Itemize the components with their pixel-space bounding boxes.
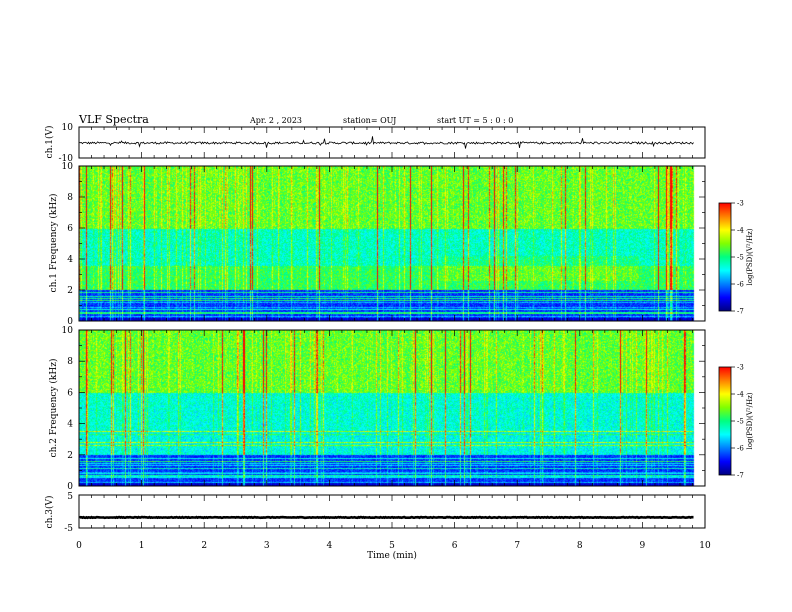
- time-tick-label: 10: [699, 541, 711, 551]
- ch1-spectrogram-ylabel: ch.1 Frequency (kHz): [48, 194, 59, 293]
- ch2-colorbar-ticks: -3 -4 -5 -6 -7: [731, 364, 744, 480]
- ch1-waveform-ylabel: ch.1(V): [44, 126, 55, 159]
- ch2-colorbar: -3 -4 -5 -6 -7 log(PSD)(V²/Hz): [718, 364, 754, 480]
- colorbar-tick-label: -6: [737, 445, 744, 453]
- colorbar-tick-label: -6: [737, 281, 744, 289]
- ch3-waveform-ylabel: ch.3(V): [44, 496, 55, 529]
- ch1-colorbar: -3 -4 -5 -6 -7 log(PSD)(V²/Hz): [718, 200, 754, 316]
- time-tick-label: 5: [389, 541, 395, 551]
- time-axis-tick-labels: 0 1 2 3 4 5 6 7 8 9 10: [76, 541, 711, 551]
- frequency-tick-label: 6: [67, 224, 73, 234]
- ch1-colorbar-gradient-holder: [719, 203, 731, 311]
- ch3-ytick-top: 5: [67, 492, 73, 502]
- station-label: station= OUJ: [343, 116, 396, 125]
- ch2-colorbar-gradient-holder: [719, 367, 731, 475]
- frequency-tick-label: 2: [67, 451, 73, 461]
- time-tick-label: 4: [327, 541, 333, 551]
- frequency-tick-label: 10: [62, 326, 74, 336]
- colorbar-tick-label: -3: [737, 364, 744, 372]
- frequency-tick-label: 0: [67, 482, 73, 492]
- frequency-tick-label: 4: [67, 255, 73, 265]
- ch2-colorbar-gradient: [719, 367, 731, 475]
- ch1-spectrogram-ytick-labels: 0 2 4 6 8 10: [62, 162, 74, 327]
- time-tick-label: 2: [201, 541, 207, 551]
- colorbar-tick-label: -7: [737, 472, 744, 480]
- time-axis-label: Time (min): [367, 550, 417, 561]
- ch1-spectrogram-panel: 0 2 4 6 8 10 ch.1 Frequency (kHz): [48, 162, 706, 327]
- ch1-spectrogram-image-holder: [79, 166, 705, 321]
- ch2-spectrogram-panel: 0 2 4 6 8 10 ch.2 Frequency (kHz): [48, 326, 706, 492]
- ch2-colorbar-label: log(PSD)(V²/Hz): [746, 392, 754, 449]
- ch1-waveform-ticks: [78, 127, 706, 158]
- time-tick-label: 1: [139, 541, 145, 551]
- frequency-tick-label: 8: [67, 193, 73, 203]
- time-tick-label: 0: [76, 541, 82, 551]
- colorbar-tick-label: -5: [737, 254, 744, 262]
- ch1-ytick-top: 10: [62, 123, 74, 133]
- frequency-tick-label: 6: [67, 388, 73, 398]
- ch1-colorbar-label: log(PSD)(V²/Hz): [746, 228, 754, 285]
- time-tick-label: 3: [264, 541, 270, 551]
- ch3-waveform-panel: 5 -5 ch.3(V): [44, 492, 706, 534]
- ch3-waveform-trace: [79, 515, 694, 520]
- frequency-tick-label: 4: [67, 420, 73, 430]
- ch1-spectrogram-ticks: [78, 165, 706, 322]
- ch3-waveform-ticks: [78, 495, 706, 528]
- ch1-colorbar-ticks: -3 -4 -5 -6 -7: [731, 200, 744, 316]
- ch2-spectrogram-ylabel: ch.2 Frequency (kHz): [48, 359, 59, 458]
- time-tick-label: 8: [577, 541, 583, 551]
- ch1-ytick-bottom: -10: [59, 154, 74, 164]
- figure-title: VLF Spectra: [78, 113, 149, 126]
- frequency-tick-label: 2: [67, 286, 73, 296]
- ch1-spectrogram-image: [79, 166, 705, 321]
- ch2-spectrogram-ticks: [78, 329, 706, 487]
- frequency-tick-label: 10: [62, 162, 74, 172]
- time-tick-label: 7: [514, 541, 520, 551]
- colorbar-tick-label: -4: [737, 391, 744, 399]
- colorbar-tick-label: -7: [737, 308, 744, 316]
- ch3-ytick-bottom: -5: [64, 524, 73, 534]
- frequency-tick-label: 8: [67, 357, 73, 367]
- colorbar-tick-label: -4: [737, 227, 744, 235]
- time-tick-label: 9: [640, 541, 646, 551]
- start-time-label: start UT = 5 : 0 : 0: [437, 116, 513, 125]
- colorbar-tick-label: -3: [737, 200, 744, 208]
- ch1-waveform-trace: [79, 136, 694, 149]
- ch1-waveform-panel: 10 -10 ch.1(V): [44, 123, 706, 164]
- ch1-colorbar-gradient: [719, 203, 731, 311]
- colorbar-tick-label: -5: [737, 418, 744, 426]
- frequency-tick-label: 0: [67, 317, 73, 327]
- time-tick-label: 6: [452, 541, 458, 551]
- ch2-spectrogram-image-holder: [79, 330, 705, 486]
- date-label: Apr. 2 , 2023: [249, 116, 302, 125]
- ch2-spectrogram-ytick-labels: 0 2 4 6 8 10: [62, 326, 74, 492]
- ch2-spectrogram-image: [79, 330, 705, 486]
